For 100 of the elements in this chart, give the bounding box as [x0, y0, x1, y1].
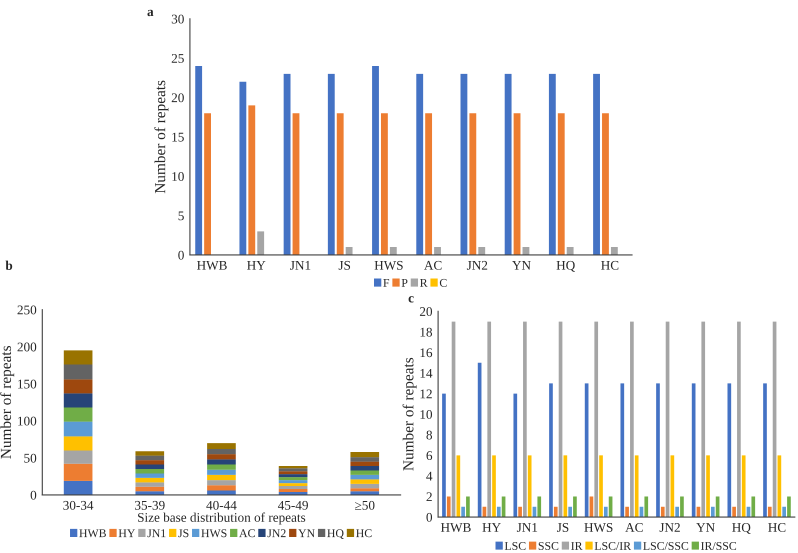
- bar: [593, 74, 600, 255]
- bar: [630, 322, 634, 518]
- bar: [504, 74, 512, 255]
- bar: [584, 383, 588, 518]
- bar: [452, 322, 456, 518]
- y-tick-label: 15: [172, 132, 184, 142]
- bar: [528, 455, 532, 518]
- bar: [135, 451, 164, 456]
- bar: [207, 470, 236, 475]
- y-axis-title: Number of repeats: [0, 346, 14, 459]
- x-tick-label: HWB: [440, 523, 471, 532]
- bar: [670, 455, 674, 518]
- y-tick-label: 200: [18, 342, 36, 352]
- legend-label: LSC/SSC: [643, 542, 688, 550]
- chart-title: c: [408, 296, 414, 302]
- bar: [135, 482, 164, 487]
- bar: [135, 464, 164, 469]
- bar: [456, 455, 460, 518]
- y-tick-label: 20: [172, 93, 184, 102]
- bar: [350, 484, 380, 488]
- x-tick-label: 45-49: [278, 500, 308, 510]
- bar: [746, 506, 750, 518]
- bar: [350, 452, 380, 458]
- bar: [135, 469, 164, 474]
- y-axis-title: Number of repeats: [402, 358, 417, 471]
- chart-title: a: [147, 10, 154, 16]
- x-tick-label: HC: [601, 260, 618, 270]
- bar: [532, 506, 536, 518]
- bar: [548, 74, 556, 255]
- y-tick-label: 6: [426, 451, 432, 460]
- bar: [446, 496, 451, 518]
- bar: [558, 113, 565, 255]
- bar: [350, 474, 380, 480]
- y-tick-label: 14: [420, 368, 432, 378]
- bar: [778, 455, 782, 518]
- bar: [278, 483, 308, 486]
- bar: [278, 471, 308, 474]
- bar: [602, 113, 609, 255]
- y-tick-label: 18: [420, 328, 432, 337]
- bar: [644, 496, 648, 518]
- bar: [751, 496, 756, 518]
- bar: [772, 322, 776, 518]
- bar: [346, 247, 353, 255]
- legend-label: LSC/IR: [594, 542, 632, 550]
- legend-label: F: [383, 279, 390, 287]
- y-tick-label: 5: [178, 212, 184, 220]
- bar: [64, 480, 92, 495]
- x-tick-label: HWB: [197, 261, 227, 270]
- bar: [478, 247, 486, 255]
- x-tick-label: HC: [768, 523, 786, 532]
- bar: [634, 455, 639, 518]
- bar: [278, 474, 308, 478]
- legend-label: LSC: [504, 542, 526, 550]
- x-tick-label: 35-39: [135, 500, 165, 510]
- bar: [558, 322, 562, 518]
- legend-label: C: [440, 278, 447, 287]
- x-tick-label: AC: [625, 523, 643, 532]
- bar: [135, 460, 164, 465]
- x-tick-label: 30-34: [63, 500, 94, 510]
- bar: [518, 506, 522, 518]
- bar: [594, 322, 598, 518]
- x-tick-label: ≥50: [355, 500, 374, 510]
- bar: [469, 113, 476, 255]
- bar: [522, 247, 530, 255]
- bar: [549, 383, 553, 518]
- y-tick-label: 0: [426, 512, 432, 522]
- bar: [64, 450, 92, 464]
- y-tick-label: 0: [178, 250, 184, 260]
- bar: [706, 455, 710, 518]
- bar: [656, 383, 660, 518]
- y-tick-label: 4: [426, 472, 432, 480]
- y-tick-label: 10: [172, 172, 184, 181]
- bar: [64, 393, 92, 408]
- x-tick-label: HQ: [732, 523, 751, 534]
- y-tick-label: 25: [172, 54, 184, 63]
- bar: [492, 455, 496, 518]
- bar: [207, 474, 236, 480]
- bar: [640, 506, 644, 518]
- bar: [350, 462, 380, 466]
- x-tick-label: HY: [482, 523, 501, 532]
- bar: [487, 322, 492, 518]
- y-tick-label: 16: [420, 348, 432, 358]
- bar: [204, 113, 211, 255]
- bar: [292, 113, 300, 255]
- bar: [573, 496, 577, 518]
- x-tick-label: YN: [512, 261, 531, 270]
- bar: [564, 455, 568, 518]
- x-tick-label: AC: [424, 260, 442, 270]
- x-axis-title: Size base distribution of repeats: [138, 512, 306, 525]
- bar: [64, 364, 92, 380]
- bar: [380, 113, 388, 255]
- bar: [64, 436, 92, 450]
- bar: [502, 496, 506, 518]
- x-tick-label: JN1: [516, 523, 538, 532]
- legend-label: JN1: [147, 529, 166, 538]
- legend-label: R: [420, 279, 428, 287]
- bar: [135, 491, 164, 495]
- bar: [257, 231, 264, 255]
- bar: [372, 66, 379, 255]
- bar: [278, 480, 308, 484]
